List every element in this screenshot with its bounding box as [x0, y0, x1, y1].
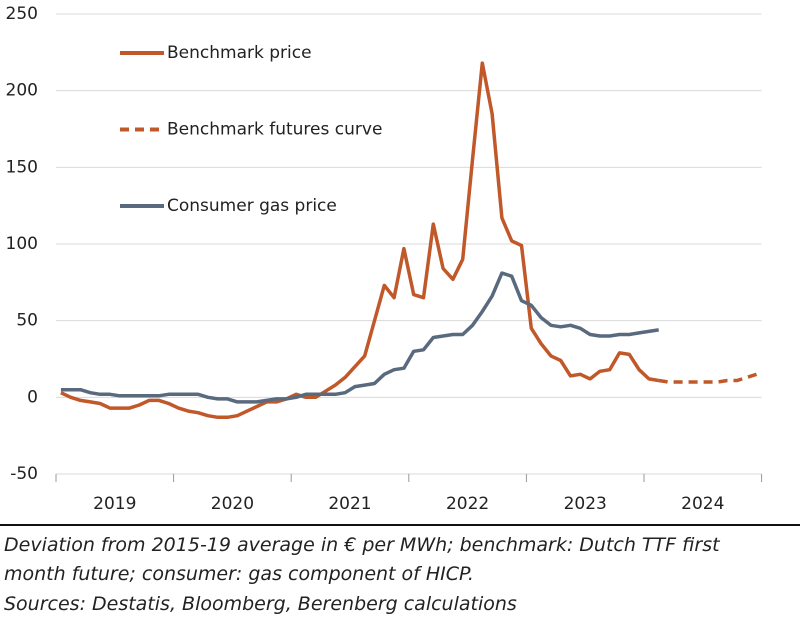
y-tick-label: 200 [6, 81, 38, 101]
y-tick-label: 50 [16, 311, 38, 331]
x-tick-label: 2019 [93, 494, 136, 514]
x-tick-label: 2020 [211, 494, 254, 514]
series-line [60, 61, 659, 420]
x-tick-label: 2024 [681, 494, 724, 514]
caption: Sources: Destatis, Bloomberg, Berenberg … [4, 593, 517, 615]
y-tick-label: -50 [10, 464, 38, 484]
x-tick-label: 2023 [564, 494, 607, 514]
y-tick-label: 250 [6, 4, 38, 24]
legend-label: Benchmark futures curve [167, 120, 382, 140]
y-tick-label: 0 [27, 387, 38, 407]
caption: Deviation from 2015-19 average in € per … [4, 534, 720, 556]
legend-label: Consumer gas price [167, 196, 337, 216]
y-tick-label: 150 [6, 157, 38, 177]
x-tick-label: 2021 [328, 494, 371, 514]
chart: -50 0 50 100 150 200 250 2019 2020 2021 2022 2023 20… [6, 4, 763, 514]
y-tick-label: 100 [6, 234, 38, 254]
divider [0, 524, 800, 526]
x-tick-label: 2022 [446, 494, 489, 514]
legend-label: Benchmark price [167, 43, 312, 63]
series-line [658, 372, 758, 384]
series-line [60, 271, 659, 404]
caption: month future; consumer: gas component of… [4, 563, 474, 585]
